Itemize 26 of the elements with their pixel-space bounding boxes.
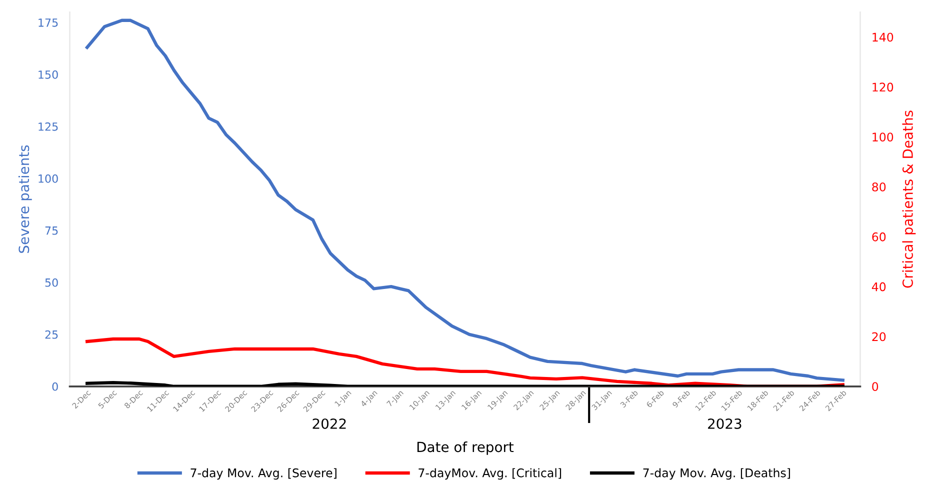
y-tick-label: 175: [38, 18, 58, 27]
line-series: [86, 18, 844, 382]
text: 2023: [708, 418, 742, 429]
x-axis-title: Date of report: [417, 441, 514, 455]
legend-label: 7-day Mov. Avg. [Severe]: [190, 468, 336, 480]
y-tick-label: 0: [52, 382, 58, 391]
y2-tick-label: 140: [872, 32, 894, 42]
y2-tick-label: 100: [872, 132, 894, 142]
y2-tick-label: 80: [872, 182, 886, 192]
legend-label: 7-dayMov. Avg. [Critical]: [418, 468, 562, 480]
y-tick-label: 125: [38, 122, 58, 131]
y-tick-label: 75: [45, 226, 58, 235]
y-axis-title: Severe patients: [18, 145, 32, 253]
legend-label: 7-day Mov. Avg. [Deaths]: [643, 468, 790, 480]
y2-tick-label: 40: [872, 282, 886, 292]
y2-tick-label: 60: [872, 232, 886, 242]
y-tick-label: 50: [45, 278, 58, 287]
y2-tick-label: 0: [872, 382, 878, 392]
y2-tick-label: 120: [872, 82, 894, 92]
y-tick-label: 25: [45, 330, 58, 339]
y-tick-label: 150: [38, 70, 58, 79]
text: 2022: [312, 418, 346, 429]
y2-tick-label: 20: [872, 332, 886, 342]
line-series: [86, 337, 844, 386]
y2-axis-title: Critical patients & Deaths: [902, 110, 916, 288]
y-tick-label: 100: [38, 174, 58, 183]
